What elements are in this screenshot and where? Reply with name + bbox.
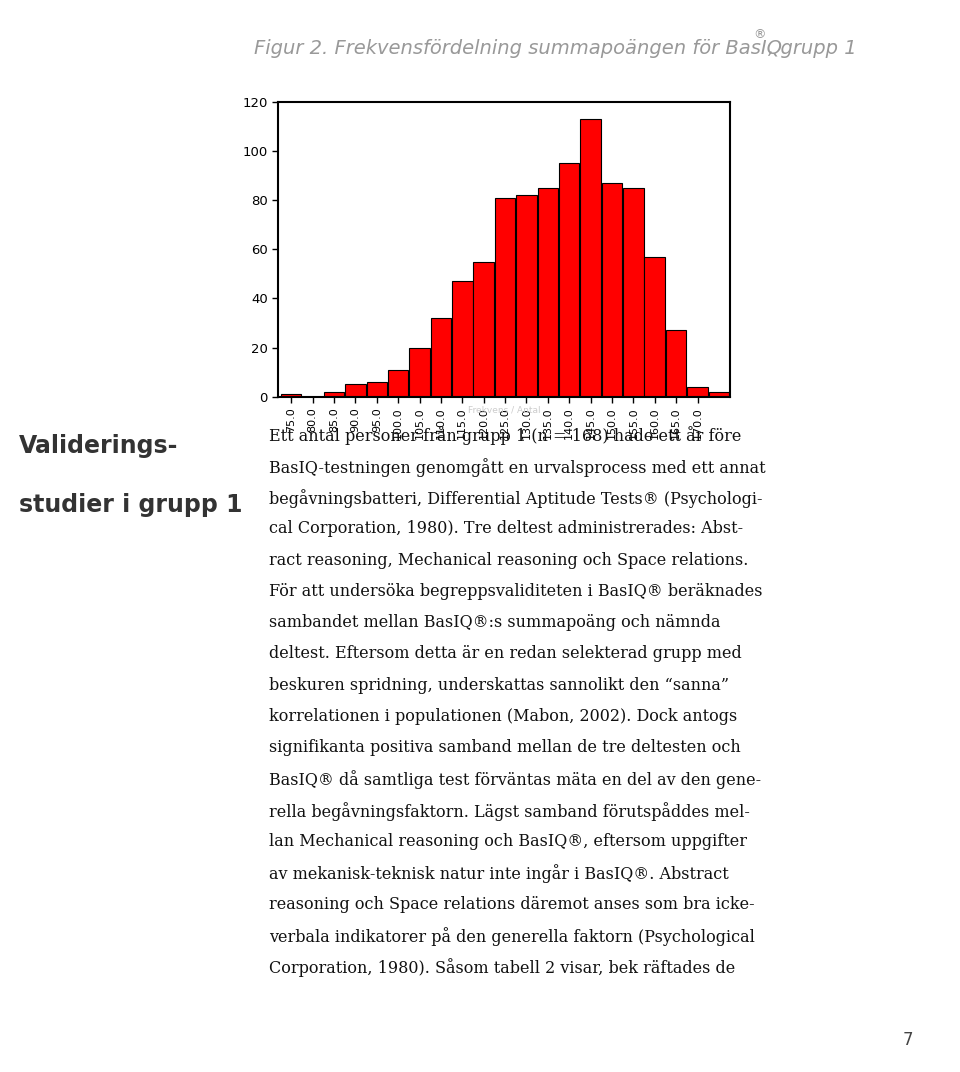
- Bar: [666, 330, 686, 397]
- Text: lan Mechanical reasoning och BasIQ®, eftersom uppgifter: lan Mechanical reasoning och BasIQ®, eft…: [269, 833, 747, 850]
- Text: signifikanta positiva samband mellan de tre deltesten och: signifikanta positiva samband mellan de …: [269, 740, 740, 756]
- Text: begåvningsbatteri, Differential Aptitude Tests® (Psychologi-: begåvningsbatteri, Differential Aptitude…: [269, 489, 762, 508]
- Bar: [431, 318, 451, 397]
- Text: Frekvens / Antal: Frekvens / Antal: [468, 405, 540, 415]
- Text: rella begåvningsfaktorn. Lägst samband förutspåddes mel-: rella begåvningsfaktorn. Lägst samband f…: [269, 802, 750, 821]
- Bar: [644, 256, 665, 397]
- Text: BasIQ-testningen genomgått en urvalsprocess med ett annat: BasIQ-testningen genomgått en urvalsproc…: [269, 458, 765, 477]
- Text: Ett antal personer från grupp 1 (n = 168) hade ett år före: Ett antal personer från grupp 1 (n = 168…: [269, 427, 741, 446]
- Text: , grupp 1: , grupp 1: [768, 39, 856, 58]
- Bar: [367, 382, 387, 397]
- Bar: [388, 370, 408, 397]
- Bar: [452, 281, 472, 397]
- Bar: [345, 385, 366, 397]
- Text: beskuren spridning, underskattas sannolikt den “sanna”: beskuren spridning, underskattas sannoli…: [269, 676, 729, 694]
- Bar: [324, 391, 345, 397]
- Bar: [623, 188, 643, 397]
- Text: studier i grupp 1: studier i grupp 1: [19, 493, 243, 517]
- Bar: [494, 197, 516, 397]
- Text: ract reasoning, Mechanical reasoning och Space relations.: ract reasoning, Mechanical reasoning och…: [269, 552, 748, 568]
- Bar: [516, 195, 537, 397]
- Bar: [473, 262, 494, 397]
- Bar: [687, 387, 708, 397]
- Text: BasIQ® då samtliga test förväntas mäta en del av den gene-: BasIQ® då samtliga test förväntas mäta e…: [269, 771, 761, 789]
- Text: reasoning och Space relations däremot anses som bra icke-: reasoning och Space relations däremot an…: [269, 895, 755, 912]
- Bar: [708, 391, 730, 397]
- Bar: [559, 163, 580, 397]
- Text: korrelationen i populationen (Mabon, 2002). Dock antogs: korrelationen i populationen (Mabon, 200…: [269, 708, 737, 725]
- Text: deltest. Eftersom detta är en redan selekterad grupp med: deltest. Eftersom detta är en redan sele…: [269, 645, 741, 662]
- Bar: [409, 347, 430, 397]
- Bar: [581, 119, 601, 397]
- Text: cal Corporation, 1980). Tre deltest administrerades: Abst-: cal Corporation, 1980). Tre deltest admi…: [269, 520, 743, 537]
- Bar: [538, 188, 558, 397]
- Text: ®: ®: [754, 28, 766, 41]
- Text: Corporation, 1980). Såsom tabell 2 visar, bek räftades de: Corporation, 1980). Såsom tabell 2 visar…: [269, 958, 735, 977]
- Text: Figur 2. Frekvensfördelning summapoängen för BasIQ: Figur 2. Frekvensfördelning summapoängen…: [254, 39, 782, 58]
- Text: verbala indikatorer på den generella faktorn (Psychological: verbala indikatorer på den generella fak…: [269, 927, 755, 946]
- Text: 7: 7: [903, 1031, 913, 1048]
- Bar: [281, 394, 301, 397]
- Bar: [602, 183, 622, 397]
- Text: av mekanisk-teknisk natur inte ingår i BasIQ®. Abstract: av mekanisk-teknisk natur inte ingår i B…: [269, 864, 729, 883]
- Text: sambandet mellan BasIQ®:s summapoäng och nämnda: sambandet mellan BasIQ®:s summapoäng och…: [269, 614, 720, 631]
- Text: För att undersöka begreppsvaliditeten i BasIQ® beräknades: För att undersöka begreppsvaliditeten i …: [269, 583, 762, 600]
- Text: Validerings-: Validerings-: [19, 434, 179, 458]
